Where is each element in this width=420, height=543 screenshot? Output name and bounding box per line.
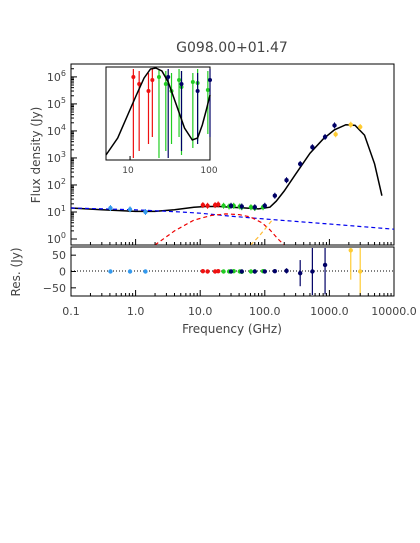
- model-curve-AME: [154, 213, 285, 245]
- residual-point: [200, 268, 206, 274]
- residual-point: [252, 269, 257, 274]
- model-curve-dust: [250, 219, 273, 245]
- inset-content: [105, 67, 212, 160]
- inset-data-point: [208, 78, 212, 82]
- residual-y-tick-label: −50: [43, 282, 66, 295]
- residual-y-tick-label: 50: [52, 249, 66, 262]
- data-point: [228, 203, 234, 208]
- inset-data-point: [163, 82, 168, 86]
- data-point: [248, 205, 254, 210]
- data-point: [262, 203, 267, 208]
- data-point: [108, 205, 113, 211]
- residual-point: [221, 269, 226, 274]
- data-point: [272, 193, 278, 198]
- residual-point: [272, 268, 278, 274]
- residual-point: [127, 269, 133, 274]
- residual-y-tick-label: 0: [59, 266, 66, 279]
- residual-point: [297, 270, 303, 276]
- residual-point: [143, 269, 148, 274]
- y-tick-label: 100: [47, 231, 66, 246]
- main-data-points: [108, 121, 363, 215]
- inset-data-point: [205, 88, 210, 92]
- x-tick-label: 1000.0: [310, 305, 349, 318]
- residual-panel: 50 0 −50 Res. (Jy): [9, 246, 395, 297]
- data-point: [333, 132, 338, 137]
- y-tick-label: 102: [47, 177, 66, 192]
- x-tick-label: 10.0: [188, 305, 213, 318]
- inset-model-curve: [105, 67, 211, 156]
- y-tick-label: 103: [47, 150, 66, 165]
- x-tick-label: 1.0: [127, 305, 145, 318]
- residual-point: [108, 269, 113, 274]
- chart-title: G098.00+01.47: [176, 40, 288, 56]
- residual-point: [239, 269, 244, 274]
- residual-point: [228, 269, 234, 274]
- x-tick-label: 100.0: [249, 305, 281, 318]
- residual-point: [322, 262, 328, 268]
- inset-x-tick-label: 100: [200, 166, 217, 176]
- residual-point: [216, 268, 221, 274]
- residual-x-ticks: [70, 290, 395, 296]
- y-tick-label: 106: [47, 69, 66, 84]
- inset-data-point: [177, 78, 182, 82]
- data-point: [322, 134, 328, 140]
- x-tick-label: 0.1: [62, 305, 80, 318]
- x-tick-labels: 0.1 1.0 10.0 100.0 1000.0 10000.0: [62, 305, 417, 318]
- residual-y-axis-label: Res. (Jy): [9, 247, 23, 296]
- data-point: [284, 178, 289, 183]
- residual-point: [262, 269, 267, 274]
- inset-data-point: [131, 75, 136, 79]
- inset-data-point: [150, 78, 155, 82]
- y-tick-label: 105: [47, 96, 66, 111]
- inset-data-point: [156, 75, 161, 79]
- data-point: [239, 204, 244, 209]
- residual-point: [284, 268, 289, 274]
- data-point: [332, 123, 337, 128]
- inset-data-point: [166, 75, 171, 79]
- data-point: [143, 209, 148, 215]
- residual-point: [348, 248, 353, 253]
- main-panel: 100 101 102 103 104 105 106 Flux density (Jy): [29, 63, 395, 246]
- residual-point: [248, 269, 254, 274]
- main-y-axis-label: Flux density (Jy): [29, 107, 43, 204]
- inset-x-tick-label: 10: [122, 166, 134, 176]
- data-point: [205, 203, 210, 208]
- residual-y-ticks: 50 0 −50: [43, 249, 76, 295]
- inset-data-point: [190, 80, 195, 84]
- data-point: [348, 122, 353, 127]
- main-x-ticks: [70, 239, 395, 245]
- inset-data-point: [195, 89, 200, 93]
- residual-point: [358, 269, 363, 274]
- x-tick-label: 10000.0: [371, 305, 417, 318]
- model-curve-free-free: [71, 207, 394, 230]
- data-point: [358, 124, 363, 130]
- data-point: [221, 203, 226, 208]
- inset-panel: 10 100: [105, 66, 218, 176]
- y-tick-label: 104: [47, 123, 66, 138]
- inset-data-point: [179, 82, 184, 86]
- data-point: [216, 202, 221, 207]
- residual-point: [310, 269, 315, 274]
- residual-point: [205, 269, 210, 274]
- y-tick-label: 101: [47, 204, 66, 219]
- data-point: [127, 207, 133, 212]
- data-point: [297, 161, 303, 167]
- data-point: [252, 205, 257, 210]
- residual-data-points: [108, 248, 363, 295]
- main-plot-frame: [70, 63, 395, 246]
- x-axis-label: Frequency (GHz): [182, 322, 282, 336]
- inset-data-point: [146, 89, 151, 93]
- data-point: [310, 144, 315, 150]
- main-y-ticks: 100 101 102 103 104 105 106: [47, 63, 77, 246]
- data-point: [200, 202, 206, 208]
